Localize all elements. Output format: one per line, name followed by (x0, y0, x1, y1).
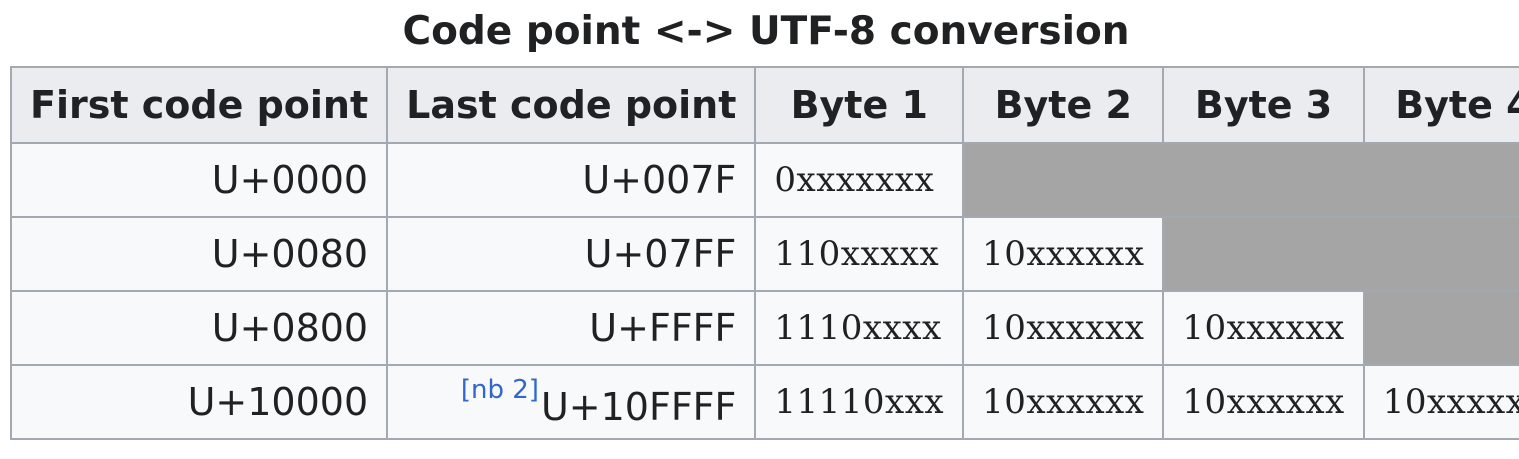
table-caption: Code point <-> UTF-8 conversion (402, 9, 1130, 54)
empty-byte-cells (962, 142, 1519, 218)
last-code-point-cell: U+07FF (386, 216, 757, 292)
first-code-point-cell: U+10000 (9, 364, 389, 440)
byte-bits: 10xxxxxx (982, 308, 1145, 348)
byte-1-cell: 110xxxxx (754, 216, 965, 292)
header-row: First code point Last code point Byte 1 … (9, 66, 1519, 144)
empty-byte-cell (1362, 290, 1519, 366)
byte-bits: 11110xxx (774, 382, 945, 422)
byte-bits: 10xxxxxx (1182, 382, 1345, 422)
byte-4-cell: 10xxxxxx (1362, 364, 1519, 440)
first-code-point-cell: U+0000 (9, 142, 389, 218)
byte-2-cell: 10xxxxxx (962, 364, 1165, 440)
byte-bits: 10xxxxxx (982, 382, 1145, 422)
byte-2-cell: 10xxxxxx (962, 290, 1165, 366)
utf8-conversion-table: First code point Last code point Byte 1 … (9, 66, 1519, 440)
byte-1-cell: 11110xxx (754, 364, 965, 440)
byte-3-cell: 10xxxxxx (1162, 364, 1365, 440)
byte-bits: 110xxxxx (774, 234, 940, 274)
last-code-point-cell: U+007F (386, 142, 757, 218)
byte-bits: 0xxxxxxx (774, 160, 935, 200)
byte-bits: 10xxxxxx (982, 234, 1145, 274)
byte-1-cell: 0xxxxxxx (754, 142, 965, 218)
first-code-point-cell: U+0080 (9, 216, 389, 292)
table-row: U+0080 U+07FF 110xxxxx 10xxxxxx (9, 216, 1519, 292)
last-code-point-cell: [nb 2]U+10FFFF (386, 364, 757, 440)
table-row: U+10000 [nb 2]U+10FFFF 11110xxx 10xxxxxx… (9, 364, 1519, 440)
byte-3-cell: 10xxxxxx (1162, 290, 1365, 366)
byte-2-cell: 10xxxxxx (962, 216, 1165, 292)
last-code-point-cell: U+FFFF (386, 290, 757, 366)
last-code-point-value: U+10FFFF (540, 385, 737, 429)
header-byte-2: Byte 2 (962, 66, 1165, 144)
first-code-point-cell: U+0800 (9, 290, 389, 366)
header-byte-4: Byte 4 (1362, 66, 1519, 144)
table-row: U+0000 U+007F 0xxxxxxx (9, 142, 1519, 218)
byte-bits: 10xxxxxx (1182, 308, 1345, 348)
header-last-code-point: Last code point (386, 66, 757, 144)
header-first-code-point: First code point (9, 66, 389, 144)
empty-byte-cells (1162, 216, 1519, 292)
footnote-link-nb2[interactable]: [nb 2] (460, 375, 539, 405)
header-byte-1: Byte 1 (754, 66, 965, 144)
table-row: U+0800 U+FFFF 1110xxxx 10xxxxxx 10xxxxxx (9, 290, 1519, 366)
byte-1-cell: 1110xxxx (754, 290, 965, 366)
byte-bits: 1110xxxx (774, 308, 942, 348)
header-byte-3: Byte 3 (1162, 66, 1365, 144)
byte-bits: 10xxxxxx (1382, 382, 1519, 422)
